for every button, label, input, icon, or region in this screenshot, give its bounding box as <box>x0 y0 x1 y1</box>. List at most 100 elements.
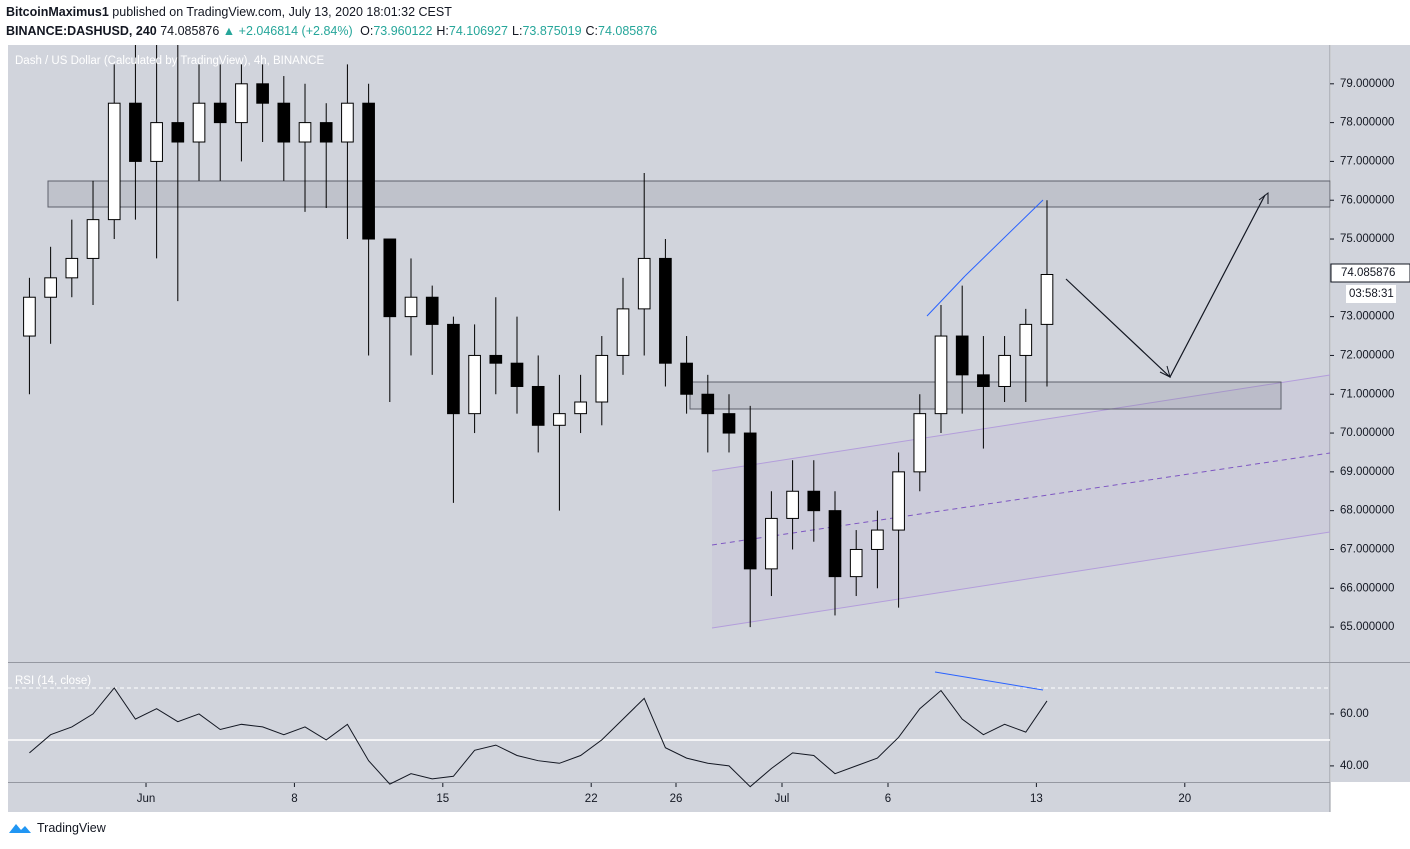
y-tick-label: 67.000000 <box>1340 543 1394 555</box>
published: published on TradingView.com, July 13, 2… <box>112 5 452 19</box>
rsi-line <box>29 687 1048 788</box>
y-tick-label: 66.000000 <box>1340 582 1394 594</box>
candle-body <box>828 510 842 578</box>
price-scale <box>1331 45 1410 782</box>
candle-body <box>235 83 248 124</box>
candle-body <box>510 362 524 387</box>
candle-body <box>934 335 948 415</box>
candle-body <box>595 354 609 403</box>
candle-body <box>468 354 481 415</box>
candle-body <box>150 122 163 162</box>
last-price: 74.085876 <box>160 24 220 38</box>
candle-body <box>23 296 36 337</box>
channel-upper <box>711 374 1331 472</box>
candle-body <box>341 102 354 143</box>
ohlc-value: 73.875019 <box>522 24 582 38</box>
countdown: 03:58:31 <box>1349 288 1394 300</box>
candle-body <box>871 529 884 550</box>
ohlc-value: 74.106927 <box>448 24 508 38</box>
rsi-divergence <box>934 671 1044 691</box>
candle-body <box>319 122 333 143</box>
candle-body <box>171 122 185 143</box>
x-tick-label: Jul <box>775 793 790 805</box>
x-tick-label: 15 <box>436 793 449 805</box>
candle-body <box>955 335 969 376</box>
y-tick-label: 72.000000 <box>1340 349 1394 361</box>
x-tick-label: Jun <box>137 793 156 805</box>
candle-body <box>849 548 863 578</box>
arrow-head <box>1159 365 1171 378</box>
candle-body <box>701 393 715 415</box>
ohlc-value: 73.960122 <box>373 24 433 38</box>
candle-body <box>65 257 79 279</box>
resistance-zone <box>47 180 1331 208</box>
candle-body <box>553 413 566 426</box>
header: BitcoinMaximus1 published on TradingView… <box>6 3 657 41</box>
candle-body <box>913 413 927 473</box>
candle-body <box>256 83 269 104</box>
ohlc-label: H: <box>436 24 449 38</box>
candle-body <box>977 374 990 387</box>
candle-body <box>616 308 630 356</box>
change: ▲ +2.046814 (+2.84%) <box>222 24 353 38</box>
ohlc-value: 74.085876 <box>598 24 658 38</box>
countdown-box <box>1346 285 1396 303</box>
footer: TradingView <box>8 821 106 835</box>
candle-body <box>743 432 757 570</box>
y-tick-label: 68.000000 <box>1340 505 1394 517</box>
rsi-title: RSI (14, close) <box>15 675 91 687</box>
y-tick-label: 70.000000 <box>1340 427 1394 439</box>
chart-title: Dash / US Dollar (Calculated by TradingV… <box>15 55 324 67</box>
channel-lower <box>711 531 1331 629</box>
rsi-pane <box>8 663 1330 782</box>
candle-body <box>489 354 503 364</box>
x-tick-label: 20 <box>1178 793 1191 805</box>
chart: 65.000000 66.000000 67.000000 68.000000 69.0… <box>8 45 1410 812</box>
candle-body <box>447 323 460 415</box>
candle-body <box>277 102 291 143</box>
arrow-head <box>1258 191 1269 204</box>
logo <box>9 824 31 833</box>
y-tick-label: 77.000000 <box>1340 155 1394 167</box>
ohlc-label: L: <box>512 24 523 38</box>
last-price-label: 74.085876 <box>1341 267 1395 279</box>
x-tick-label: 6 <box>885 793 891 805</box>
candle-body <box>680 362 693 395</box>
candle-body <box>362 102 375 240</box>
candle-body <box>404 296 418 318</box>
x-tick-label: 13 <box>1030 793 1043 805</box>
candle-body <box>765 517 778 570</box>
y-tick-label: 73.000000 <box>1340 311 1394 323</box>
candle-body <box>998 354 1011 387</box>
symbol: BINANCE:DASHUSD, 240 <box>6 24 157 38</box>
candle-body <box>44 277 57 298</box>
candle-body <box>213 102 227 124</box>
author: BitcoinMaximus1 <box>6 5 109 19</box>
time-scale <box>8 783 1330 812</box>
x-tick-label: 26 <box>670 793 683 805</box>
ohlc: O:73.960122 H:74.106927 L:73.875019 C:74.08… <box>356 24 657 38</box>
brand: TradingView <box>37 821 106 835</box>
candle-body <box>192 102 206 143</box>
candle-body <box>425 296 439 325</box>
candle-body <box>129 102 142 162</box>
y-tick-label: 75.000000 <box>1340 233 1394 245</box>
trend-line <box>964 199 1044 277</box>
candle-body <box>1019 323 1033 356</box>
candle-body <box>574 401 587 415</box>
x-tick-label: 8 <box>291 793 297 805</box>
trend-line <box>926 275 966 317</box>
candle-body <box>722 413 736 434</box>
last-price-box <box>1330 263 1410 283</box>
y-tick-label: 79.000000 <box>1340 78 1394 90</box>
candle-body <box>659 257 672 364</box>
candle-body <box>531 385 545 426</box>
y-tick-label: 71.000000 <box>1340 388 1394 400</box>
channel-fill <box>712 375 1330 628</box>
y-tick-label: 78.000000 <box>1340 117 1394 129</box>
candle-body <box>807 490 821 512</box>
y-tick-label: 60.00 <box>1340 708 1369 720</box>
candle-body <box>892 471 905 531</box>
candle-body <box>107 102 121 221</box>
